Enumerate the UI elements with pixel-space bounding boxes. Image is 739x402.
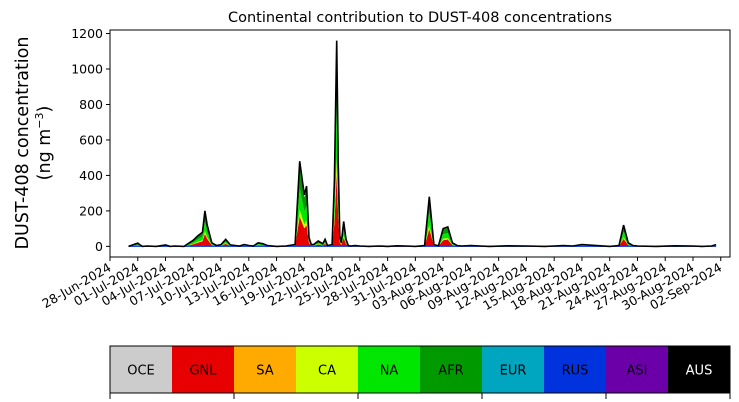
y-tick-label: 800 <box>79 97 103 112</box>
legend-frame <box>109 345 731 394</box>
legend-label-na: NA <box>380 364 399 379</box>
legend-swatch-gnl <box>172 346 234 393</box>
legend-label-aus: AUS <box>686 364 713 379</box>
area-afr <box>128 50 717 247</box>
y-axis: 0 200 400 600 800 1000 1200 <box>71 26 110 254</box>
legend-swatch-eur <box>482 346 544 393</box>
legend-label-sa: SA <box>256 364 273 379</box>
y-tick-label: 1200 <box>71 26 103 41</box>
total-series-line <box>128 40 717 248</box>
area-ca <box>128 157 717 247</box>
y-tick-label: 600 <box>79 132 103 147</box>
legend-label-eur: EUR <box>500 364 527 379</box>
legend-label-asi: ASI <box>627 364 648 379</box>
legend-label-oce: OCE <box>127 364 155 379</box>
legend-swatch-sa <box>234 346 296 393</box>
legend-swatch-oce <box>110 346 172 393</box>
chart-title: Continental contribution to DUST-408 con… <box>228 10 612 26</box>
plot-frame <box>109 29 731 258</box>
y-axis-label-line2: (ng m−3) <box>33 106 55 181</box>
legend-swatch-afr <box>420 346 482 393</box>
area-na <box>128 106 717 247</box>
area-gnl <box>128 174 717 247</box>
legend-swatch-aus <box>668 346 730 393</box>
legend-label-gnl: GNL <box>189 364 217 379</box>
legend-label-afr: AFR <box>438 364 463 379</box>
y-axis-label: DUST-408 concentration (ng m−3) <box>13 37 55 250</box>
legend-swatch-ca <box>296 346 358 393</box>
legend-swatch-asi <box>606 346 668 393</box>
legend-colorbar: OCE GNL SA CA NA AFR EUR RUS ASI AUS <box>109 345 731 399</box>
legend-label-ca: CA <box>318 364 336 379</box>
y-tick-label: 400 <box>79 168 103 183</box>
y-tick-label: 0 <box>95 239 103 254</box>
y-tick-label: 1000 <box>71 62 103 77</box>
legend-label-rus: RUS <box>562 364 589 379</box>
y-tick-label: 200 <box>79 203 103 218</box>
plot-areas <box>128 50 717 247</box>
x-axis: 28-Jun-202401-Jul-202404-Jul-202407-Jul-… <box>39 257 724 313</box>
legend-swatch-rus <box>544 346 606 393</box>
y-axis-label-line1: DUST-408 concentration <box>13 37 33 250</box>
legend-swatch-na <box>358 346 420 393</box>
